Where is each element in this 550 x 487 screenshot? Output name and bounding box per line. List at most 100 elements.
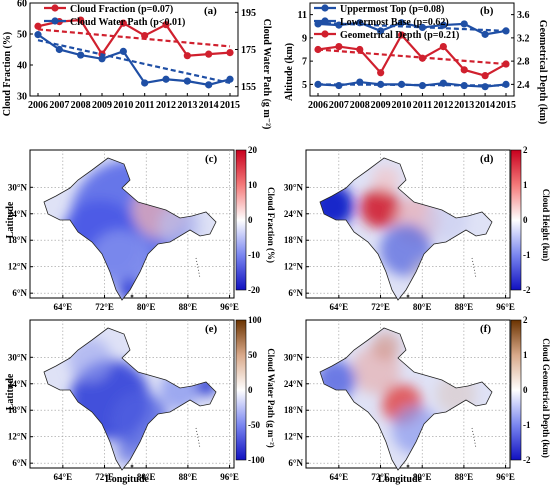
point-a-1-4 — [119, 47, 127, 55]
coastline-e — [43, 327, 217, 471]
lat-label-d-4: 6°N — [288, 288, 303, 298]
xtick-label-a-6: 2012 — [156, 100, 176, 111]
point-a-1-7 — [183, 77, 191, 85]
colorbar-tick-c-1: 10 — [248, 180, 258, 190]
lon-label-e-3: 88°E — [179, 472, 198, 482]
point-b-2-7 — [460, 66, 468, 74]
colorbar-d: 2 1 0 -1 -2 — [510, 145, 531, 295]
cbar-f-label: Cloud Geometrical Depth (km) — [541, 338, 550, 458]
point-b-2-8 — [481, 72, 489, 80]
legend-b-1: Lowermost Base (p=0.62) — [340, 17, 449, 28]
xtick-label-b-3: 2009 — [371, 100, 391, 111]
ytickL-label-b-3: 11 — [298, 10, 307, 21]
map-e-xlabel: Longitude — [105, 474, 149, 485]
map-field-c — [44, 158, 216, 300]
colorbar-gradient-c — [235, 149, 247, 291]
point-b-0-4 — [397, 19, 406, 27]
lat-label-c-1: 24°N — [8, 209, 28, 219]
map-panel-c: 30°N 24°N 18°N 12°N 6°N 64°E 72°E 80°E 88°E 96°E 2… — [8, 145, 261, 312]
map-panel-d: 30°N 24°N 18°N 12°N 6°N 64°E 72°E 80°E 88°E 96°E 2… — [284, 145, 531, 312]
lon-label-f-4: 96°E — [496, 472, 515, 482]
lon-label-d-0: 64°E — [330, 302, 349, 312]
cbar-d-label: Cloud Height (km) — [541, 189, 550, 262]
point-a-0-6 — [162, 21, 170, 29]
ytickL-label-b-2: 9 — [302, 33, 307, 44]
series-line-a-1 — [37, 33, 231, 86]
legend-b-2: Geometrical Depth (p=0.21) — [340, 30, 459, 41]
lon-label-c-2: 80°E — [137, 302, 156, 312]
lon-label-f-2: 80°E — [413, 472, 432, 482]
anomaly-f-5 — [372, 332, 400, 360]
colorbar-tick-c-3: -10 — [248, 250, 260, 260]
ytickR-label-b-3: 3.6 — [517, 10, 530, 21]
point-b-2-1 — [335, 42, 343, 51]
island-srilanka-d — [406, 294, 410, 298]
xtick-label-b-0: 2006 — [308, 100, 328, 111]
ytickR-label-a-2: 195 — [241, 8, 256, 19]
colorbar-tick-f-3: -1 — [523, 420, 531, 430]
plot-frame-b — [309, 2, 515, 97]
lon-label-c-3: 88°E — [179, 302, 198, 312]
map-c-ylabel: Latitude — [5, 201, 16, 238]
xtick-label-b-6: 2012 — [433, 100, 453, 111]
colorbar-tick-f-4: -2 — [523, 455, 531, 465]
point-a-1-6 — [162, 75, 170, 83]
legend-marker-b-2 — [321, 30, 329, 38]
point-b-1-9 — [502, 80, 510, 88]
xtick-label-b-2: 2008 — [350, 100, 370, 111]
ytickL-label-a-3: 60 — [17, 0, 27, 10]
xtick-label-b-5: 2011 — [413, 100, 432, 111]
map-e-label: (e) — [205, 323, 218, 335]
ytickR-label-b-0: 2.4 — [517, 80, 530, 91]
lon-label-f-0: 64°E — [330, 472, 349, 482]
lat-label-f-1: 24°N — [284, 379, 304, 389]
panel-a-label: (a) — [204, 5, 217, 17]
point-b-2-9 — [502, 60, 510, 68]
xtick-label-a-4: 2010 — [113, 100, 133, 111]
lat-label-f-3: 12°N — [284, 432, 304, 442]
lon-label-e-2: 80°E — [137, 472, 156, 482]
lat-label-d-0: 30°N — [284, 182, 304, 192]
colorbar-tick-d-2: 0 — [523, 215, 528, 225]
islands-andaman-e — [195, 427, 201, 449]
lat-label-c-0: 30°N — [8, 182, 28, 192]
island-srilanka-c — [130, 294, 134, 298]
colorbar-tick-f-0: 2 — [523, 315, 528, 325]
lat-label-e-3: 12°N — [8, 432, 28, 442]
colorbar-tick-d-0: 2 — [523, 145, 528, 155]
islands-andaman-d — [471, 257, 477, 279]
legend-marker-b-0 — [321, 4, 329, 12]
lon-label-f-3: 88°E — [455, 472, 474, 482]
panel-a-ylabel-left: Cloud Fraction (%) — [2, 32, 13, 116]
coastline-d — [319, 157, 493, 301]
islands-andaman-c — [195, 257, 201, 279]
colorbar-tick-e-1: 50 — [248, 350, 258, 360]
trend-a-0 — [37, 28, 231, 48]
panel-a-ylabel-right: Cloud Water Path (g m⁻²) — [261, 19, 272, 130]
anomaly-d-5 — [372, 166, 400, 194]
point-b-2-6 — [439, 42, 447, 51]
trend-b-2 — [317, 48, 507, 66]
colorbar-gradient-f — [510, 319, 522, 461]
xtick-label-a-1: 2007 — [49, 100, 69, 111]
map-f-label: (f) — [480, 323, 491, 335]
point-a-0-7 — [183, 52, 191, 60]
colorbar-gradient-e — [235, 319, 247, 461]
map-panel-f: 30°N 24°N 18°N 12°N 6°N 64°E 72°E 80°E 88°E 96°E 2… — [284, 315, 531, 482]
lat-label-e-1: 24°N — [8, 379, 28, 389]
map-panel-e: 30°N 24°N 18°N 12°N 6°N 64°E 72°E 80°E 88°E 96°E 1… — [8, 315, 265, 482]
lat-label-f-0: 30°N — [284, 352, 304, 362]
colorbar-tick-d-3: -1 — [523, 250, 531, 260]
lon-label-d-4: 96°E — [496, 302, 515, 312]
lat-label-c-2: 18°N — [8, 235, 28, 245]
ytickR-label-a-1: 175 — [241, 45, 256, 56]
xtick-label-a-2: 2008 — [71, 100, 91, 111]
xtick-label-a-7: 2013 — [177, 100, 197, 111]
colorbar-f: 2 1 0 -1 -2 — [510, 315, 531, 465]
xtick-label-b-7: 2013 — [454, 100, 474, 111]
cbar-c-label: Cloud Fraction (%) — [266, 187, 276, 263]
ytickL-label-b-1: 7 — [302, 57, 307, 68]
xtick-label-b-4: 2010 — [392, 100, 412, 111]
lat-label-e-0: 30°N — [8, 352, 28, 362]
